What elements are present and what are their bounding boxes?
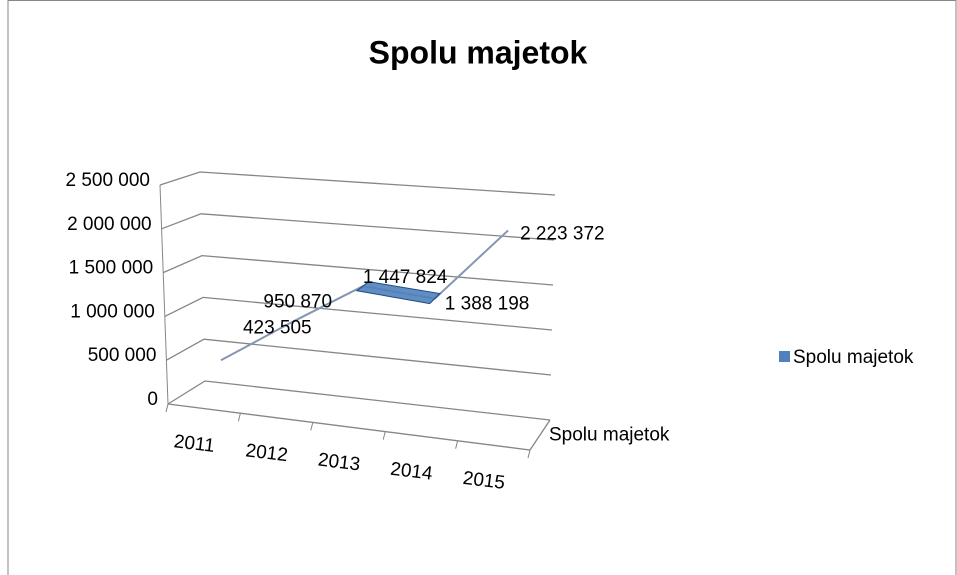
chart-frame — [7, 0, 957, 575]
data-label: 2 223 372 — [520, 223, 605, 244]
y-tick-label: 2 500 000 — [65, 170, 150, 191]
ribbon-face — [355, 281, 441, 305]
grid-line — [166, 338, 552, 376]
x-tick-label: 2015 — [462, 468, 507, 494]
y-tick-label: 1 000 000 — [70, 301, 155, 322]
y-tick-label: 0 — [147, 389, 158, 410]
y-tick-label: 2 000 000 — [67, 214, 152, 235]
legend-swatch — [779, 351, 790, 362]
grid-line — [159, 171, 556, 196]
grid-line — [161, 213, 555, 241]
data-label: 1 388 198 — [445, 294, 530, 315]
legend-label: Spolu majetok — [793, 347, 914, 368]
chart-title: Spolu majetok — [369, 34, 588, 70]
data-label: 950 870 — [263, 291, 332, 312]
x-tick — [237, 413, 241, 422]
x-tick — [527, 449, 531, 459]
depth-label: Spolu majetok — [549, 425, 670, 446]
x-tick — [455, 440, 459, 449]
x-tick-label: 2012 — [244, 440, 289, 466]
y-tick-label: 500 000 — [88, 345, 157, 366]
y-tick-label: 1 500 000 — [69, 258, 154, 279]
grid-line — [162, 254, 554, 286]
data-label: 1 447 824 — [363, 267, 448, 288]
x-tick — [310, 422, 314, 431]
y-axis — [159, 184, 169, 405]
x-tick-label: 2014 — [389, 459, 434, 485]
x-tick — [165, 403, 169, 413]
grid-line — [164, 296, 553, 331]
x-tick-label: 2011 — [173, 431, 216, 457]
grid-line — [167, 380, 551, 421]
x-tick-label: 2013 — [317, 450, 362, 476]
data-label: 423 505 — [243, 317, 312, 338]
x-tick — [382, 431, 386, 440]
